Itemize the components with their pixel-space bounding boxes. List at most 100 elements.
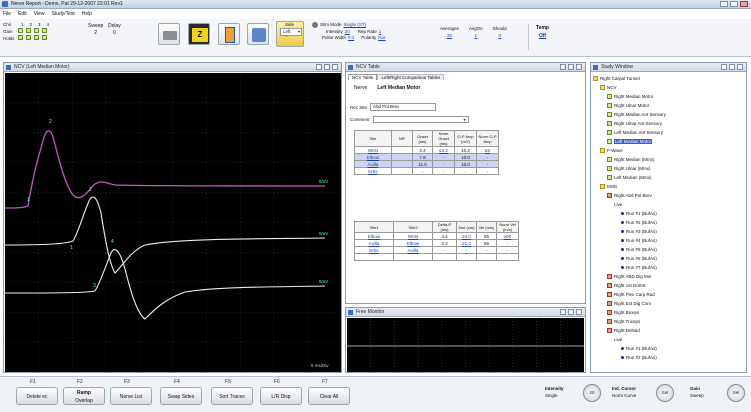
tree-item[interactable]: Right Deltoid — [607, 328, 640, 333]
site-cell[interactable]: Erbs — [354, 167, 392, 175]
free-monitor-plot[interactable] — [347, 318, 584, 372]
gain-icon[interactable] — [18, 28, 23, 33]
restore-icon[interactable] — [568, 64, 574, 70]
tree-item[interactable]: Right Median Ant Sensory — [607, 112, 666, 117]
menu-help[interactable]: Help — [81, 11, 93, 17]
footer-button[interactable]: Ramp Overlap — [63, 387, 105, 405]
tree-item[interactable]: Run #7 (BufAs) — [621, 265, 657, 270]
tree-item[interactable]: Left Median Motor — [607, 139, 653, 144]
waveform-plot[interactable]: 1 2 1 2 3 4 5mV 5mV 5mV 5 ms/Div — [5, 73, 341, 372]
site2-cell[interactable]: Wrist — [393, 232, 433, 240]
tree-item[interactable]: Right Median (Mmx) — [607, 157, 655, 162]
gain-knob[interactable]: Sel — [727, 384, 745, 402]
menu-study-test[interactable]: Study/Test — [51, 11, 75, 17]
close-icon[interactable] — [740, 1, 748, 7]
menu-view[interactable]: View — [33, 11, 45, 17]
table-row[interactable]: Erbs Axilla - - - - — [354, 246, 519, 254]
tree-item[interactable]: Right Abd Pol Brev — [607, 193, 652, 198]
footer-button[interactable]: Swap Sides — [160, 387, 202, 405]
hold-icon[interactable] — [42, 35, 47, 40]
site-cell[interactable]: Elbow — [354, 153, 392, 161]
site1-cell[interactable]: Axilla — [354, 239, 394, 247]
rec-site-field[interactable]: Abd Pol Brev — [370, 103, 437, 111]
gain-icon[interactable] — [42, 28, 47, 33]
value-cell[interactable]: 24.0 — [456, 232, 477, 240]
nr-cell[interactable] — [390, 167, 414, 175]
restore-icon[interactable] — [729, 64, 735, 70]
site2-cell[interactable]: Elbow — [393, 239, 433, 247]
close-icon[interactable] — [332, 64, 338, 70]
zi-button[interactable]: Z — [188, 23, 210, 45]
tree-item[interactable]: Run #5 (BufAs) — [621, 247, 657, 252]
table-row[interactable]: Axilla 11.0 - 10.0 - — [354, 160, 499, 168]
site2-cell[interactable] — [393, 253, 433, 261]
averages-control[interactable]: Averages 32 — [440, 25, 459, 39]
tree-item[interactable]: Run #2 (BufAs) — [621, 355, 657, 360]
tree-item[interactable]: F-Wave — [600, 148, 623, 153]
table-row[interactable]: Elbow 7.8 - 10.0 - — [354, 153, 499, 161]
tree-item[interactable]: Live — [614, 337, 622, 342]
tree-item[interactable]: NCV — [600, 85, 617, 90]
pulse-width-value[interactable]: 0.1 — [348, 35, 355, 40]
value-cell[interactable]: 21.0 — [456, 239, 477, 247]
tree-item[interactable]: Right Ulnar Motor — [607, 103, 649, 108]
chn-2[interactable]: 2 — [29, 22, 33, 27]
tree-item[interactable]: Right Flex Carp Rad — [607, 292, 655, 297]
tab-ncv-table[interactable]: NCV Table — [348, 74, 378, 80]
tree-item[interactable]: Right Ulnar (Mmx) — [607, 166, 651, 171]
tree-item[interactable]: Run #3 (BufAs) — [621, 229, 657, 234]
minimize-icon[interactable] — [720, 1, 728, 7]
value-cell[interactable]: - — [456, 246, 477, 254]
site1-cell[interactable]: Erbs — [354, 246, 394, 254]
polarity-value[interactable]: Nor — [378, 35, 386, 40]
tree-item[interactable]: Live — [614, 202, 622, 207]
nr-cell[interactable] — [390, 146, 414, 154]
restore-icon[interactable] — [568, 309, 574, 315]
avg-on-control[interactable]: AvgOn 1 — [469, 25, 483, 39]
minimize-icon[interactable] — [316, 64, 322, 70]
should-control[interactable]: Should 0 — [493, 25, 507, 39]
intensity-value[interactable]: 20 — [344, 28, 350, 34]
printer-button[interactable] — [158, 23, 180, 45]
site-cell[interactable]: Axilla — [354, 160, 392, 168]
tree-item[interactable]: Right Ulnar Ant Sensory — [607, 121, 662, 126]
side-select[interactable]: Left ▾ — [280, 28, 302, 36]
menu-edit[interactable]: Edit — [18, 11, 27, 17]
tree-item[interactable]: Right Median Motor — [607, 94, 653, 99]
tree-item[interactable]: Run #2 (BufAs) — [621, 220, 657, 225]
hold-icon[interactable] — [34, 35, 39, 40]
tree-item[interactable]: Run #4 (BufAs) — [621, 238, 657, 243]
stim-mode-value[interactable]: Single (ST) — [343, 22, 367, 27]
gain-icon[interactable] — [34, 28, 39, 33]
minimize-icon[interactable] — [560, 309, 566, 315]
table-row[interactable] — [354, 253, 519, 261]
restore-icon[interactable] — [324, 64, 330, 70]
hold-icon[interactable] — [18, 35, 23, 40]
report-button[interactable] — [218, 23, 240, 45]
tree-item[interactable]: Right ABD Dig Min — [607, 274, 651, 279]
tree-item[interactable]: Right Biceps — [607, 310, 639, 315]
tab-left-right-comparison[interactable]: Left/Right Comparison Tables — [377, 74, 445, 80]
comment-field[interactable] — [372, 116, 469, 123]
gain-icon[interactable] — [26, 28, 31, 33]
table-row[interactable]: Axilla Elbow 3.2 21.0 66 - — [354, 239, 519, 247]
tree-item[interactable]: Right Carpal Tunnel — [593, 76, 640, 81]
footer-button[interactable]: Nerve List — [110, 387, 152, 405]
tree-item[interactable]: Left Median (Mmx) — [607, 175, 652, 180]
intensity-knob[interactable]: 20 — [583, 384, 601, 402]
tree-item[interactable]: Run #1 (BufAs) — [621, 346, 657, 351]
close-icon[interactable] — [576, 64, 582, 70]
temp-control[interactable]: Temp Off — [528, 24, 556, 50]
close-icon[interactable] — [576, 309, 582, 315]
footer-button[interactable]: Clear All — [308, 387, 350, 405]
footer-button[interactable]: Delete ec — [16, 387, 58, 405]
nr-cell[interactable] — [390, 160, 414, 168]
tree-item[interactable]: Right 1st DorInt — [607, 283, 645, 288]
delay-control[interactable]: Delay 0 — [108, 23, 121, 37]
footer-button[interactable]: L/R Disp — [260, 387, 302, 405]
close-icon[interactable] — [737, 64, 743, 70]
site2-cell[interactable]: Axilla — [393, 246, 433, 254]
minimize-icon[interactable] — [721, 64, 727, 70]
chn-1[interactable]: 1 — [21, 22, 24, 27]
site1-cell[interactable] — [354, 253, 394, 261]
